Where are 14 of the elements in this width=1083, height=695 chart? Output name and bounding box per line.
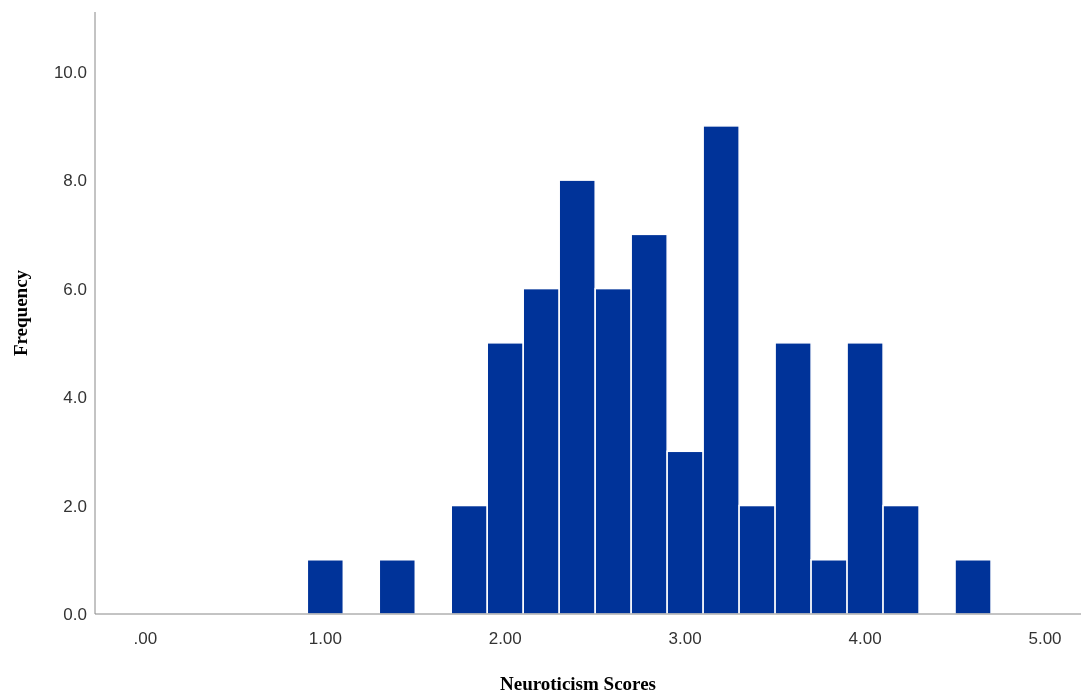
y-tick-label: 4.0 bbox=[63, 388, 87, 408]
x-axis-title: Neuroticism Scores bbox=[499, 673, 657, 694]
y-tick-label: 6.0 bbox=[63, 279, 87, 299]
x-tick-label: 2.00 bbox=[488, 629, 522, 648]
y-tick-label: 8.0 bbox=[63, 171, 87, 191]
y-tick-label: 10.0 bbox=[53, 62, 87, 82]
y-tick-label: 0.0 bbox=[63, 605, 87, 624]
y-tick-label: 2.0 bbox=[63, 496, 87, 516]
x-tick-label: 3.00 bbox=[668, 629, 702, 648]
x-tick-label: 4.00 bbox=[848, 629, 882, 648]
y-axis-title: Frequency bbox=[10, 269, 31, 357]
x-tick-label: .00 bbox=[133, 629, 158, 648]
x-tick-label: 1.00 bbox=[308, 629, 342, 648]
x-tick-label: 5.00 bbox=[1028, 629, 1062, 648]
